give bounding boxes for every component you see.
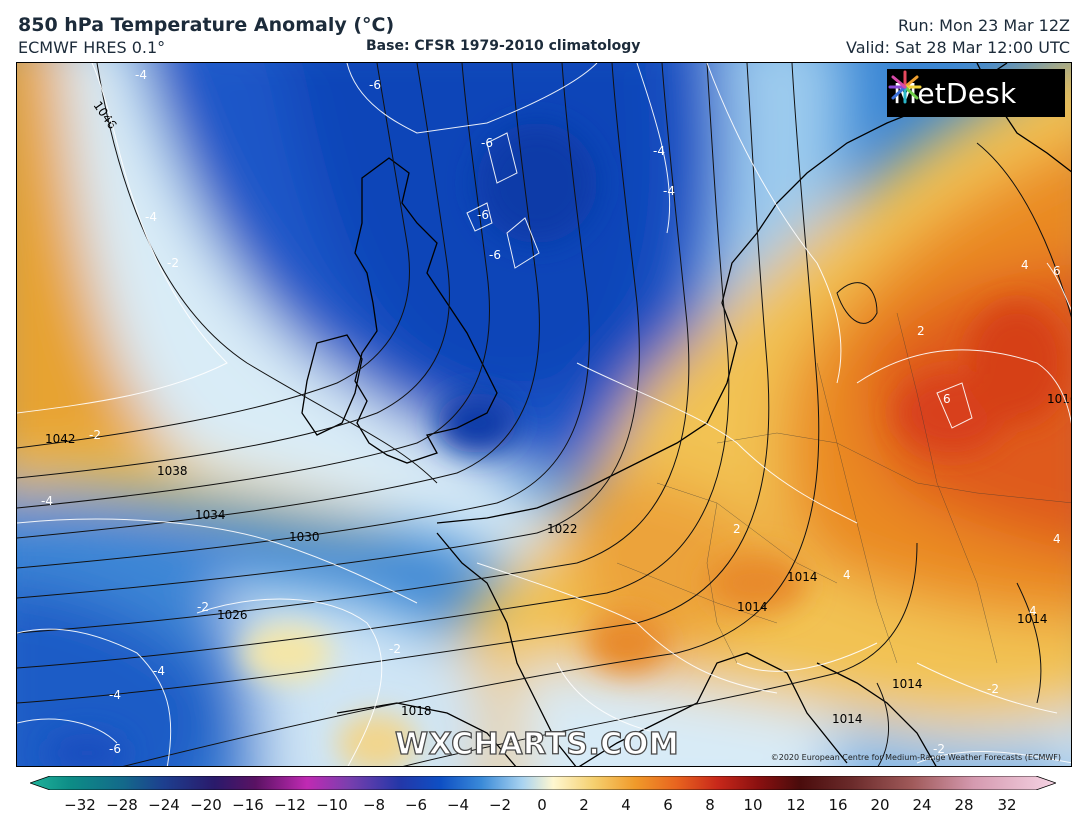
anomaly-label: 4 xyxy=(1021,258,1029,272)
anomaly-label: 6 xyxy=(943,392,951,406)
anomaly-label: -4 xyxy=(653,144,665,158)
anomaly-label: -2 xyxy=(197,600,209,614)
isobar-label: 1042 xyxy=(45,432,76,446)
isobar-labels: 1046 1042 1038 1034 1030 1026 1022 1018 … xyxy=(45,99,1072,726)
colorbar-tick: 16 xyxy=(828,796,848,814)
anomaly-label: -4 xyxy=(135,68,147,82)
anomaly-label: -4 xyxy=(663,184,675,198)
isobars xyxy=(17,63,1071,766)
colorbar-tick: 20 xyxy=(870,796,890,814)
isobar-label: 1018 xyxy=(401,704,432,718)
colorbar-tick: 0 xyxy=(537,796,547,814)
colorbar-tick: −20 xyxy=(190,796,222,814)
anomaly-label: -2 xyxy=(933,742,945,756)
anomaly-contours xyxy=(17,63,1071,766)
colorbar-tick: −2 xyxy=(488,796,512,814)
colorbar-tick: 10 xyxy=(743,796,763,814)
colorbar-scale xyxy=(30,776,1056,790)
colorbar xyxy=(30,776,1056,790)
anomaly-label: 2 xyxy=(733,522,741,536)
anomaly-label: -4 xyxy=(153,664,165,678)
model-name: ECMWF HRES 0.1° xyxy=(18,38,166,57)
isobar-label: 1034 xyxy=(195,508,226,522)
isobar-label: 1016 xyxy=(1047,392,1072,406)
anomaly-label: -6 xyxy=(109,742,121,756)
coast-med xyxy=(578,652,848,766)
isobar-label: 1014 xyxy=(787,570,818,584)
anomaly-label: 4 xyxy=(1029,604,1037,618)
anomaly-label: -4 xyxy=(41,494,53,508)
coast-continent xyxy=(436,63,1008,524)
wxcharts-watermark: WXCHARTS.COM xyxy=(394,726,680,762)
colorbar-tick: −16 xyxy=(232,796,264,814)
anomaly-label: -2 xyxy=(987,682,999,696)
anomaly-labels: -4 -6 -6 -6 -6 -4 -4 -4 -2 -2 -2 -4 -4 -… xyxy=(41,68,1061,756)
anomaly-label: 4 xyxy=(1053,532,1061,546)
anomaly-label: 2 xyxy=(917,324,925,338)
coast-great-britain xyxy=(354,157,498,464)
colorbar-tick: −12 xyxy=(274,796,306,814)
anomaly-label: -6 xyxy=(477,208,489,222)
isobar-label: 1022 xyxy=(547,522,578,536)
colorbar-tick: −10 xyxy=(316,796,348,814)
colorbar-ticks: −32 −28 −24 −20 −16 −12 −10 −8 −6 −4 −2 … xyxy=(0,796,1088,818)
anomaly-label: -6 xyxy=(489,248,501,262)
colorbar-tick: 28 xyxy=(954,796,974,814)
anomaly-label: -4 xyxy=(109,688,121,702)
colorbar-tick: 12 xyxy=(786,796,806,814)
colorbar-tick: 4 xyxy=(621,796,631,814)
isobar-label: 1026 xyxy=(217,608,248,622)
anomaly-label: -6 xyxy=(369,78,381,92)
colorbar-tick: −24 xyxy=(148,796,180,814)
anomaly-label: -2 xyxy=(89,428,101,442)
isobar-label: 1038 xyxy=(157,464,188,478)
copyright-notice: ©2020 European Centre for Medium-Range W… xyxy=(770,753,1061,762)
colorbar-tick: 6 xyxy=(663,796,673,814)
anomaly-label: -4 xyxy=(145,210,157,224)
colorbar-tick: −4 xyxy=(446,796,470,814)
metdesk-star-icon xyxy=(888,70,922,104)
anomaly-label: -6 xyxy=(481,136,493,150)
coast-france-west xyxy=(436,532,577,766)
anomaly-label: -2 xyxy=(389,642,401,656)
colorbar-tick: −28 xyxy=(106,796,138,814)
anomaly-map: 1046 1042 1038 1034 1030 1026 1022 1018 … xyxy=(16,62,1072,767)
isobar-label: 1014 xyxy=(892,677,923,691)
colorbar-tick: 24 xyxy=(912,796,932,814)
colorbar-tick: −32 xyxy=(64,796,96,814)
colorbar-tick: 32 xyxy=(997,796,1017,814)
isobar-label: 1014 xyxy=(1017,612,1048,626)
climatology-base: Base: CFSR 1979-2010 climatology xyxy=(366,38,641,54)
anomaly-label: 4 xyxy=(843,568,851,582)
metdesk-logo: MetDesk xyxy=(887,69,1065,117)
chart-title: 850 hPa Temperature Anomaly (°C) xyxy=(18,14,395,36)
run-time: Run: Mon 23 Mar 12Z xyxy=(897,16,1070,35)
coast-ireland xyxy=(301,334,363,436)
map-canvas: 1046 1042 1038 1034 1030 1026 1022 1018 … xyxy=(17,63,1072,766)
colorbar-tick: −8 xyxy=(362,796,386,814)
isobar-label: 1014 xyxy=(832,712,863,726)
isobar-label: 1030 xyxy=(289,530,320,544)
colorbar-tick: 2 xyxy=(579,796,589,814)
colorbar-tick: −6 xyxy=(404,796,428,814)
anomaly-label: -2 xyxy=(167,256,179,270)
colorbar-tick: 8 xyxy=(705,796,715,814)
coast-adriatic xyxy=(816,662,937,766)
valid-time: Valid: Sat 28 Mar 12:00 UTC xyxy=(846,38,1070,57)
anomaly-label: 6 xyxy=(1053,264,1061,278)
isobar-label: 1014 xyxy=(737,600,768,614)
